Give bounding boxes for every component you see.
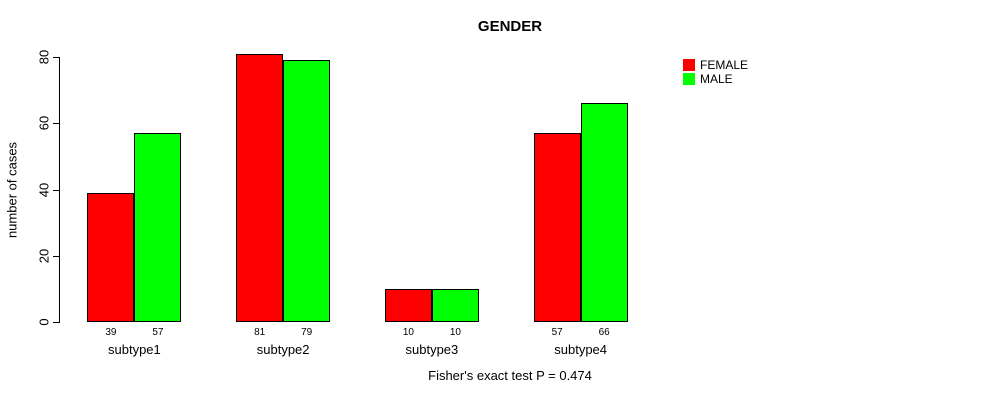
y-tick-mark: [53, 255, 59, 257]
legend-label: FEMALE: [700, 58, 749, 72]
y-tick-mark: [53, 57, 59, 58]
bar-female-subtype1: [87, 192, 135, 322]
y-tick-mark: [53, 322, 59, 323]
bar-male-subtype1: [134, 133, 182, 322]
legend-item-female: FEMALE: [683, 58, 748, 72]
y-tick-mark: [53, 189, 59, 191]
bar-female-subtype4: [533, 133, 581, 322]
y-tick-mark: [53, 123, 59, 125]
bar-female-subtype2: [236, 53, 284, 322]
bar-value-label: 10: [402, 327, 414, 338]
bar-female-subtype3: [384, 288, 432, 322]
y-axis-label: number of cases: [4, 141, 20, 239]
y-axis-line: [59, 57, 60, 323]
y-tick-label: 40: [36, 182, 52, 197]
bar-male-subtype4: [580, 103, 628, 322]
bar-value-label: 81: [254, 327, 266, 338]
legend: FEMALE MALE: [683, 58, 748, 86]
chart-title: GENDER: [477, 18, 543, 35]
category-label-subtype2: subtype2: [256, 342, 310, 357]
bar-male-subtype3: [431, 288, 479, 322]
y-tick-label: 0: [36, 318, 52, 326]
bar-value-label: 79: [301, 327, 313, 338]
legend-swatch-male: [683, 73, 695, 85]
legend-label: MALE: [700, 72, 733, 86]
annotation-caption: Fisher's exact test P = 0.474: [428, 368, 592, 383]
bar-value-label: 57: [551, 327, 563, 338]
legend-item-male: MALE: [683, 72, 748, 86]
y-tick-label: 20: [36, 248, 52, 263]
bar-male-subtype2: [283, 60, 331, 322]
y-tick-label: 80: [36, 49, 52, 65]
category-label-subtype1: subtype1: [107, 342, 161, 357]
bar-value-label: 66: [598, 327, 610, 338]
y-tick-label: 60: [36, 116, 52, 131]
category-label-subtype3: subtype3: [405, 342, 459, 357]
bar-value-label: 39: [105, 327, 117, 338]
bar-value-label: 10: [449, 327, 461, 338]
category-label-subtype4: subtype4: [554, 342, 608, 357]
legend-swatch-female: [683, 59, 695, 71]
plot-area: [60, 53, 655, 322]
bar-value-label: 57: [152, 327, 164, 338]
